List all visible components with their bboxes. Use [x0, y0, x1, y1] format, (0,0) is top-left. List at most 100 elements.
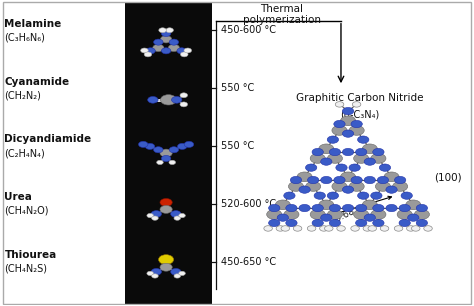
Circle shape: [180, 93, 188, 98]
Circle shape: [397, 210, 412, 219]
Circle shape: [152, 216, 158, 220]
Circle shape: [145, 143, 155, 149]
Circle shape: [320, 158, 332, 165]
Circle shape: [147, 213, 154, 218]
Circle shape: [336, 164, 347, 171]
Circle shape: [386, 204, 397, 212]
Circle shape: [160, 199, 172, 206]
Circle shape: [379, 164, 391, 171]
Circle shape: [329, 204, 341, 212]
Circle shape: [342, 130, 354, 137]
Circle shape: [337, 226, 346, 231]
Text: Melamine: Melamine: [4, 19, 62, 29]
Text: Thermal
polymerization: Thermal polymerization: [243, 4, 321, 25]
Text: (100): (100): [434, 173, 462, 182]
Circle shape: [299, 186, 310, 193]
Circle shape: [411, 226, 420, 231]
Text: (CH₄N₂O): (CH₄N₂O): [4, 206, 49, 216]
Circle shape: [351, 176, 362, 184]
Circle shape: [373, 204, 384, 212]
Text: (g-C₃N₄): (g-C₃N₄): [340, 110, 380, 120]
Circle shape: [179, 271, 185, 275]
Circle shape: [342, 107, 354, 115]
Circle shape: [332, 181, 347, 191]
Circle shape: [362, 144, 377, 154]
Circle shape: [284, 192, 295, 199]
Circle shape: [148, 96, 158, 103]
Circle shape: [312, 204, 323, 212]
Circle shape: [363, 226, 372, 231]
Circle shape: [399, 204, 410, 212]
Text: (C₃H₆N₆): (C₃H₆N₆): [4, 32, 46, 43]
Circle shape: [169, 147, 179, 153]
Circle shape: [377, 176, 389, 184]
Circle shape: [416, 204, 428, 212]
Circle shape: [152, 274, 158, 278]
Circle shape: [277, 214, 289, 221]
Circle shape: [169, 160, 175, 165]
Text: 520-600 °C: 520-600 °C: [221, 199, 276, 209]
Circle shape: [349, 125, 364, 135]
Text: 550 °C: 550 °C: [221, 141, 255, 151]
Circle shape: [356, 204, 367, 212]
Circle shape: [335, 102, 344, 107]
Circle shape: [156, 160, 163, 165]
Circle shape: [284, 210, 299, 219]
Circle shape: [293, 226, 302, 231]
Circle shape: [380, 226, 389, 231]
Circle shape: [329, 148, 341, 156]
Circle shape: [153, 44, 164, 52]
Circle shape: [151, 268, 162, 275]
Circle shape: [371, 210, 386, 219]
Circle shape: [269, 204, 280, 212]
Circle shape: [319, 144, 334, 154]
Circle shape: [161, 48, 171, 54]
Circle shape: [184, 48, 191, 53]
Circle shape: [264, 226, 273, 231]
Circle shape: [373, 148, 384, 156]
Text: 550 °C: 550 °C: [221, 83, 255, 93]
Text: Urea: Urea: [4, 192, 32, 202]
Circle shape: [354, 154, 369, 163]
Circle shape: [171, 211, 181, 217]
Circle shape: [306, 181, 321, 191]
Circle shape: [356, 148, 367, 156]
Circle shape: [138, 141, 148, 147]
Circle shape: [154, 39, 163, 45]
Circle shape: [384, 172, 399, 182]
Circle shape: [351, 120, 362, 128]
Circle shape: [286, 219, 297, 227]
Circle shape: [286, 204, 297, 212]
Circle shape: [141, 48, 148, 53]
Circle shape: [180, 102, 188, 107]
Circle shape: [368, 226, 376, 231]
Circle shape: [340, 116, 356, 126]
Circle shape: [184, 141, 194, 147]
Circle shape: [275, 200, 291, 210]
Circle shape: [161, 155, 171, 162]
Circle shape: [328, 210, 343, 219]
Circle shape: [177, 48, 186, 54]
Circle shape: [373, 219, 384, 227]
Circle shape: [319, 200, 334, 210]
Circle shape: [375, 181, 391, 191]
Text: Graphitic Carbon Nitride: Graphitic Carbon Nitride: [296, 93, 424, 103]
Circle shape: [146, 48, 155, 54]
Circle shape: [159, 28, 166, 33]
Circle shape: [172, 96, 182, 103]
Circle shape: [154, 147, 163, 153]
Circle shape: [290, 176, 301, 184]
Circle shape: [297, 172, 312, 182]
Circle shape: [160, 263, 172, 271]
Circle shape: [354, 210, 369, 219]
Circle shape: [276, 226, 285, 231]
Circle shape: [158, 255, 173, 264]
Circle shape: [357, 136, 369, 143]
Circle shape: [408, 214, 419, 221]
Circle shape: [160, 35, 172, 43]
Circle shape: [267, 210, 282, 219]
Circle shape: [401, 192, 412, 199]
Circle shape: [357, 192, 369, 199]
Circle shape: [371, 154, 386, 163]
Bar: [125, 2, 212, 304]
